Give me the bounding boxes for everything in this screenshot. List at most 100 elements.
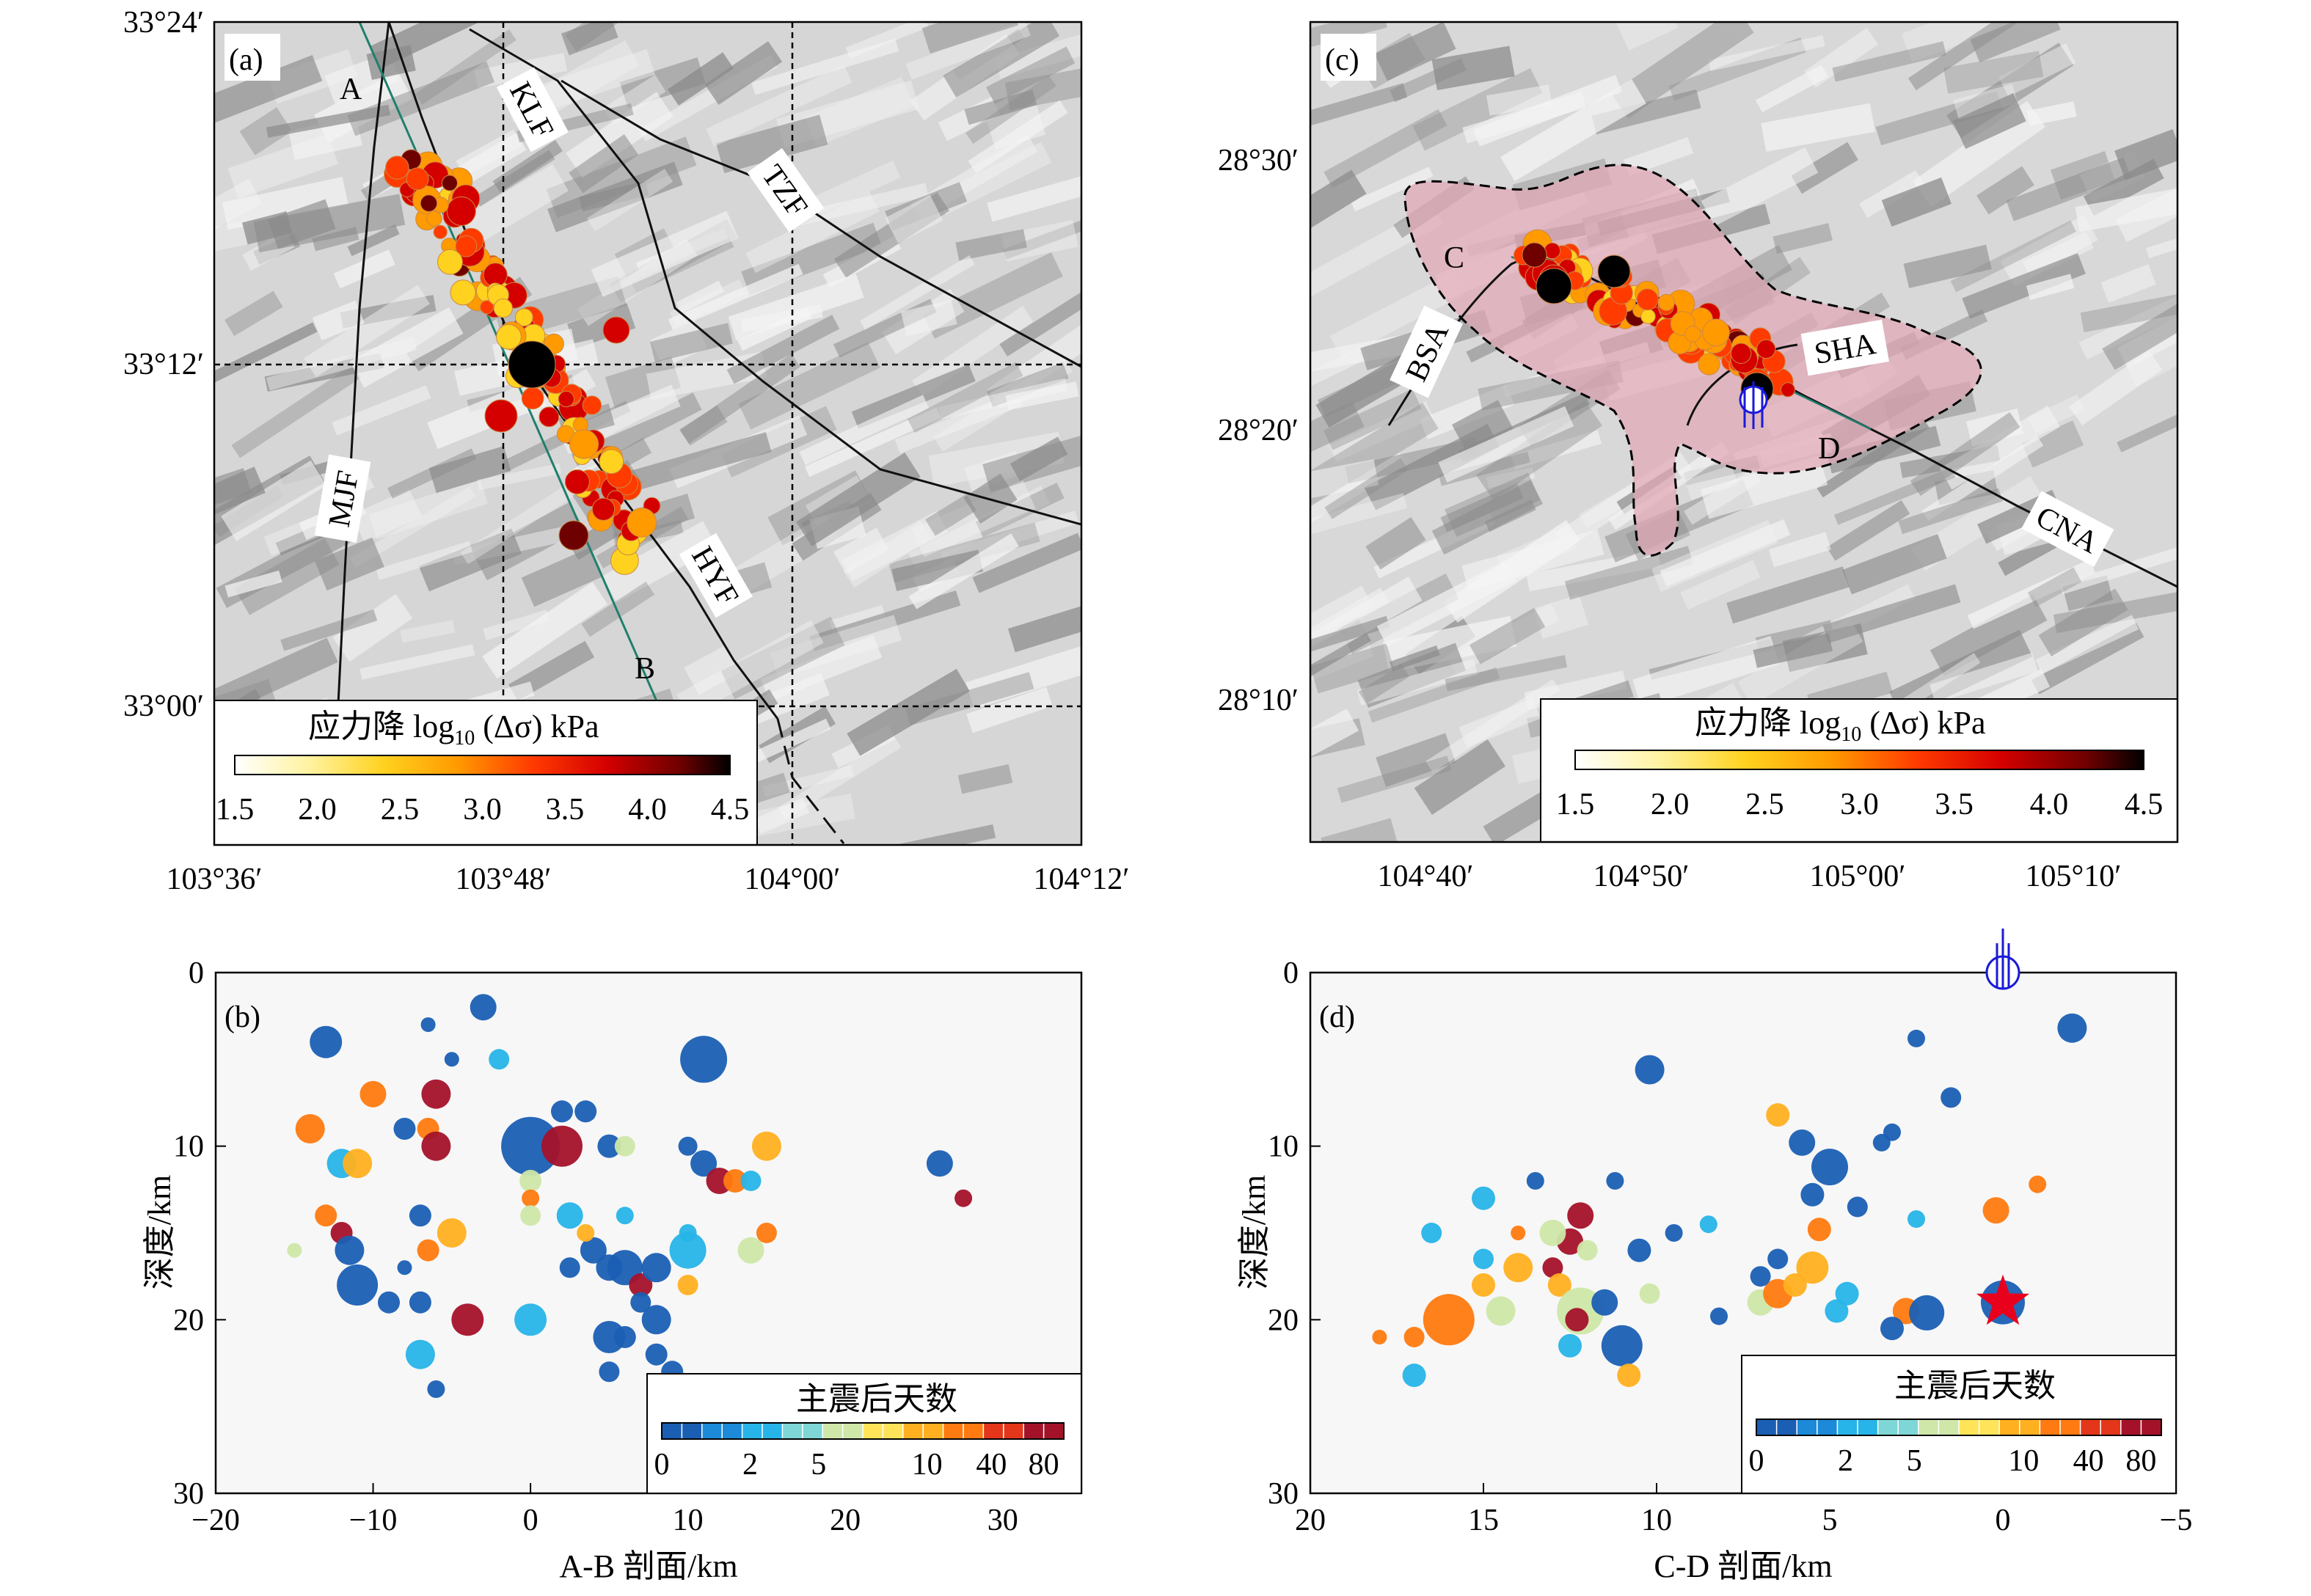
event-marker [337,1264,379,1306]
terrain-ridge [214,178,263,232]
event-marker [559,1257,580,1278]
terrain-ridge [809,590,961,652]
colorbar-tick-label: 4.5 [711,793,750,827]
terrain-ridge [1337,755,1452,803]
event-marker [954,1189,973,1207]
colorbar-step [1756,1419,1778,1436]
event-marker [1766,1103,1790,1127]
terrain-ridge [351,488,423,543]
colorbar-d-title: 主震后天数 [1894,1368,2056,1404]
colorbar-tick-label: 5 [1907,1444,1922,1478]
event-marker [1591,1289,1618,1316]
terrain-ridge [1389,645,1440,672]
terrain-ridge [957,764,1013,794]
event-marker [582,395,602,415]
terrain-ridge [221,460,326,541]
fault-tzf [469,28,1081,526]
event-marker [580,1237,607,1264]
terrain-ridge [340,295,437,329]
event-marker [501,1116,561,1176]
colorbar-tick-label: 1.5 [216,793,255,827]
terrain-ridge [1458,698,1541,748]
mainshock-star-icon [1976,1274,2030,1325]
lon-tick-label: 105°10′ [2026,860,2122,893]
event-marker [470,994,497,1021]
colorbar-step [1978,1419,2001,1436]
terrain-ridge [770,615,902,678]
terrain-ridge [684,645,741,695]
event-marker [678,1136,698,1156]
colorbar-step [1775,1419,1798,1436]
terrain-ridge [2080,284,2177,333]
colorbar-step [1857,1419,1879,1436]
terrain-ridge [350,486,476,568]
terrain-ridge [883,824,996,845]
terrain-ridge [1412,67,1543,151]
terrain-ridge [905,672,1034,726]
terrain-ridge [474,53,568,89]
event-marker [406,167,429,191]
terrain-ridge [2117,409,2177,453]
terrain-ridge [460,480,582,565]
colorbar-c-title: 应力降 log10 (Δσ) kPa [1695,705,1986,746]
colorbar-step [1836,1419,1859,1436]
event-marker [480,300,494,315]
colorbar-c-ramp [1574,750,2144,770]
focal-mechanism-beachball [1985,929,2020,990]
x-tick-label: 0 [1996,1504,2011,1537]
terrain-ridge [1376,560,1516,647]
terrain-ridge [965,637,1081,709]
event-marker [1601,1325,1643,1366]
y-tick-label: 20 [173,1303,204,1337]
panel-d-ylabel: 深度/km [1236,1175,1272,1289]
event-marker [514,308,533,327]
colorbar-step [802,1422,824,1440]
terrain-ridge [561,22,618,56]
events-panel-b [287,994,973,1398]
lon-tick-label: 103°48′ [456,863,552,896]
terrain-ridge [650,323,733,362]
terrain-ridge [603,74,666,125]
terrain-ridge [579,180,649,212]
event-marker [591,497,616,521]
colorbar-step [882,1422,905,1440]
profile-end-d: D [1818,432,1840,466]
event-marker [421,1131,451,1161]
terrain-ridge [1680,560,1761,610]
event-marker [493,299,513,318]
terrain-ridge [456,129,522,177]
terrain-ridge [2000,214,2098,287]
colorbar-step [1918,1419,1940,1436]
terrain-ridge [1970,22,2061,63]
event-marker [455,235,478,257]
terrain-ridge [1930,652,2038,703]
terrain-ridge [428,446,511,494]
event-marker [522,1189,540,1207]
colorbar-tick-label: 40 [2073,1444,2104,1478]
panel-c-map: BSA SHA CNA C D (c) 应力降 log10 (Δσ) kPa 1… [1218,21,2179,893]
terrain-ridge [912,305,1034,397]
terrain-ridge [1939,406,2060,490]
terrain-ridge [1952,92,2026,150]
terrain-ridge [1310,22,1387,51]
terrain-ridge [1007,603,1081,653]
colorbar-step [942,1422,965,1440]
colorbar-a-ramp [234,755,731,775]
event-marker [420,194,438,212]
colorbar-step [741,1422,764,1440]
event-marker [1684,326,1701,343]
colorbar-tick-label: 4.0 [2030,788,2069,821]
terrain-ridge [760,634,883,702]
terrain-ridge [745,191,880,274]
terrain-ridge [908,533,1019,610]
event-marker [1473,1248,1494,1270]
event-marker [1780,382,1796,398]
colorbar-tick-label: 3.5 [546,793,585,827]
events-panel-a [384,149,661,575]
lon-tick-label: 104°12′ [1034,863,1130,896]
terrain-ridge [267,199,336,249]
terrain-ridge [1486,84,1552,116]
event-marker [627,508,657,538]
y-tick-label: 0 [1283,956,1299,990]
colorbar-step [841,1422,864,1440]
